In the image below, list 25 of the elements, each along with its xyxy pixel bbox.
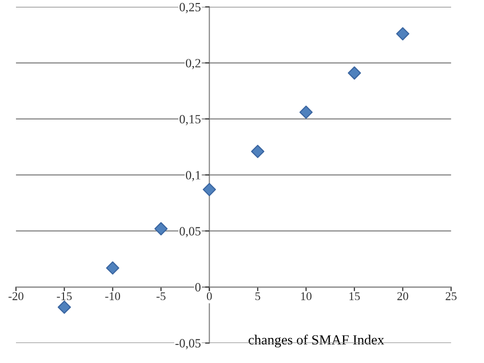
x-tick-label: 20 <box>397 292 408 300</box>
y-tick-label: 0,1 <box>186 170 200 182</box>
x-tick-label: 0 <box>206 292 212 300</box>
y-tick-label: 0,15 <box>180 114 201 126</box>
x-tick-label: 10 <box>301 292 312 300</box>
y-tick-label: 0,2 <box>186 58 200 70</box>
y-tick-label: 0 <box>195 283 201 292</box>
point <box>348 66 362 80</box>
x-tick-label: -15 <box>56 292 72 300</box>
x-tick-label: -20 <box>8 292 24 300</box>
point <box>251 144 264 158</box>
point <box>106 261 120 275</box>
x-tick-label: 25 <box>446 292 457 300</box>
x-tick-label: -10 <box>105 292 120 300</box>
x-tick-label: 15 <box>350 292 360 300</box>
point <box>58 300 71 314</box>
point <box>154 222 168 236</box>
point <box>299 106 313 119</box>
x-tick-label: -5 <box>156 292 166 300</box>
y-tick-label: 0,25 <box>180 2 201 14</box>
point <box>396 27 410 40</box>
point <box>202 182 216 196</box>
y-tick-label: -0,05 <box>175 339 201 350</box>
x-tick-label: 5 <box>255 292 260 300</box>
y-tick-label: 0,05 <box>180 227 201 238</box>
